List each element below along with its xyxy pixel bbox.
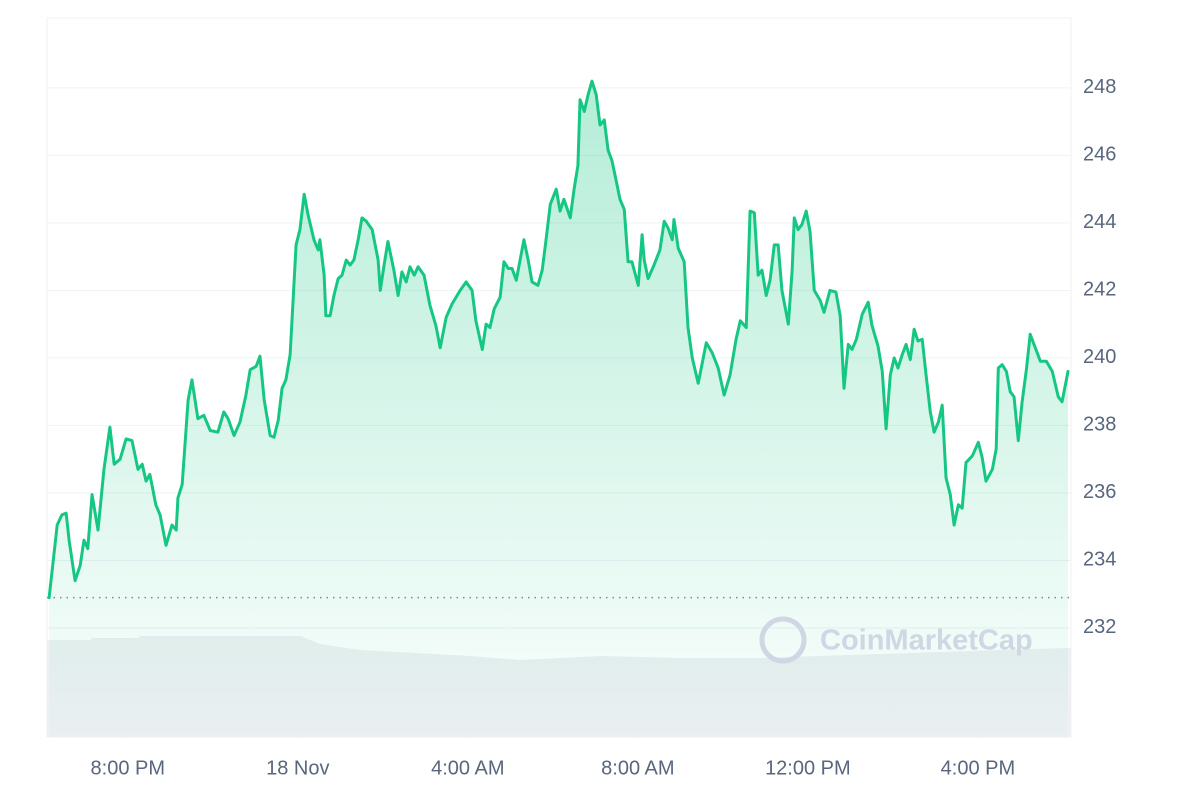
- y-tick-label: 234: [1083, 549, 1116, 571]
- y-tick-label: 242: [1083, 279, 1116, 301]
- y-tick-label: 238: [1083, 414, 1116, 436]
- y-tick-label: 244: [1083, 211, 1116, 233]
- x-tick-label: 8:00 PM: [91, 757, 165, 779]
- x-tick-label: 8:00 AM: [601, 757, 674, 779]
- y-tick-label: 248: [1083, 76, 1116, 98]
- x-tick-label: 4:00 AM: [431, 757, 504, 779]
- watermark-logo: [759, 616, 807, 664]
- x-tick-label: 12:00 PM: [765, 757, 851, 779]
- price-line: [47, 79, 1070, 600]
- y-tick-label: 232: [1083, 616, 1116, 638]
- y-tick-label: 236: [1083, 481, 1116, 503]
- x-tick-label: 18 Nov: [266, 757, 329, 779]
- watermark-text: CoinMarketCap: [820, 625, 1033, 657]
- y-tick-label: 246: [1083, 144, 1116, 166]
- price-area: [49, 81, 1069, 738]
- y-tick-label: 240: [1083, 346, 1116, 368]
- watermark: CoinMarketCap: [759, 616, 1033, 664]
- x-tick-label: 4:00 PM: [941, 757, 1015, 779]
